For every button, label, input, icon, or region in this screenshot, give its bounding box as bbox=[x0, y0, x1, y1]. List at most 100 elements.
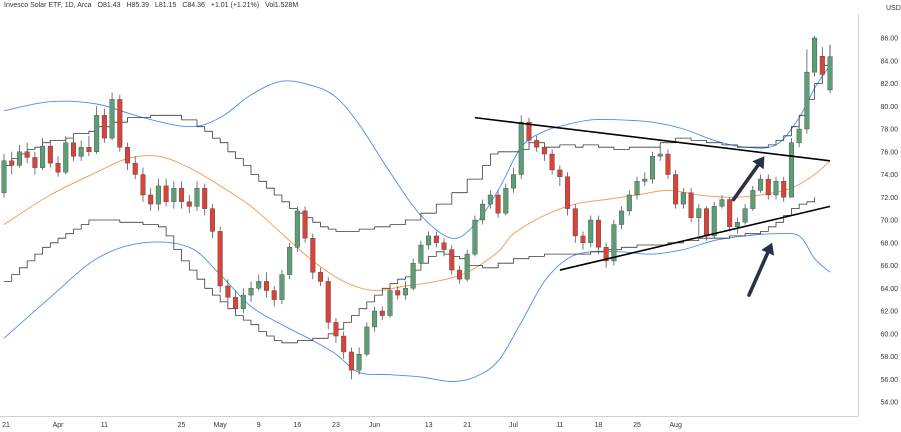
candle-up[interactable] bbox=[40, 138, 46, 170]
candle-down[interactable] bbox=[70, 138, 76, 161]
candle-down[interactable] bbox=[202, 183, 208, 216]
candle-down[interactable] bbox=[302, 206, 308, 243]
candle-up[interactable] bbox=[410, 258, 416, 291]
candle-up[interactable] bbox=[256, 274, 262, 291]
candle-up[interactable] bbox=[171, 181, 177, 209]
candle-down[interactable] bbox=[379, 306, 385, 321]
candle-up[interactable] bbox=[619, 206, 625, 230]
candle-up[interactable] bbox=[472, 215, 478, 257]
candle-up[interactable] bbox=[796, 119, 802, 148]
candle-up[interactable] bbox=[642, 172, 648, 186]
candle-down[interactable] bbox=[441, 238, 447, 257]
candle-down[interactable] bbox=[86, 135, 92, 157]
candle-down[interactable] bbox=[217, 226, 223, 293]
candle-down[interactable] bbox=[55, 156, 61, 177]
instrument-name[interactable]: Invesco Solar ETF, 1D, Arca bbox=[4, 2, 92, 9]
candle-up[interactable] bbox=[827, 44, 833, 94]
candle-up[interactable] bbox=[611, 220, 617, 266]
candle-down[interactable] bbox=[325, 276, 331, 330]
candle-up[interactable] bbox=[680, 188, 686, 209]
candle-up[interactable] bbox=[487, 190, 493, 209]
candle-up[interactable] bbox=[511, 167, 517, 193]
candle-down[interactable] bbox=[495, 190, 501, 218]
candle-up[interactable] bbox=[94, 106, 100, 155]
price-axis[interactable]: 86.00 84.00 82.00 80.00 78.00 76.00 74.00 72.00… bbox=[880, 36, 898, 407]
candle-down[interactable] bbox=[449, 245, 455, 275]
candle-down[interactable] bbox=[117, 94, 123, 152]
candle-down[interactable] bbox=[456, 265, 462, 284]
candle-down[interactable] bbox=[557, 165, 563, 186]
candle-down[interactable] bbox=[310, 233, 316, 280]
candle-down[interactable] bbox=[395, 285, 401, 300]
candle-down[interactable] bbox=[549, 149, 555, 175]
candle-down[interactable] bbox=[341, 331, 347, 359]
candle-up[interactable] bbox=[426, 231, 432, 250]
candle-down[interactable] bbox=[179, 181, 185, 209]
candle-up[interactable] bbox=[773, 176, 779, 200]
candle-down[interactable] bbox=[572, 204, 578, 243]
upper-trendline[interactable] bbox=[474, 116, 831, 162]
candle-up[interactable] bbox=[240, 288, 246, 314]
candle-down[interactable] bbox=[333, 317, 339, 343]
arrow-annotation-lower[interactable] bbox=[747, 242, 775, 297]
candle-up[interactable] bbox=[657, 147, 663, 161]
candle-up[interactable] bbox=[711, 201, 717, 239]
candle-down[interactable] bbox=[727, 197, 733, 232]
candle-down[interactable] bbox=[526, 117, 532, 145]
candle-down[interactable] bbox=[132, 156, 138, 180]
candle-down[interactable] bbox=[163, 179, 169, 207]
candle-up[interactable] bbox=[364, 322, 370, 357]
candle-down[interactable] bbox=[148, 188, 154, 211]
candle-up[interactable] bbox=[804, 49, 810, 134]
candle-down[interactable] bbox=[47, 140, 53, 168]
arrow-annotation-upper[interactable] bbox=[731, 156, 765, 202]
candle-up[interactable] bbox=[194, 181, 200, 211]
lower-trendline[interactable] bbox=[559, 205, 831, 271]
candle-up[interactable] bbox=[626, 190, 632, 216]
candle-down[interactable] bbox=[433, 231, 439, 248]
candle-down[interactable] bbox=[819, 47, 825, 84]
candle-up[interactable] bbox=[372, 306, 378, 332]
candle-down[interactable] bbox=[32, 151, 38, 175]
candle-down[interactable] bbox=[665, 149, 671, 180]
candle-down[interactable] bbox=[318, 267, 324, 286]
candle-down[interactable] bbox=[225, 279, 231, 305]
candle-down[interactable] bbox=[781, 176, 787, 202]
candle-up[interactable] bbox=[734, 217, 740, 234]
candle-up[interactable] bbox=[63, 135, 69, 175]
candle-down[interactable] bbox=[595, 215, 601, 255]
candle-up[interactable] bbox=[356, 347, 362, 375]
candle-down[interactable] bbox=[534, 135, 540, 152]
candle-up[interactable] bbox=[294, 206, 300, 252]
candle-down[interactable] bbox=[263, 272, 269, 298]
candle-down[interactable] bbox=[125, 142, 131, 170]
candle-up[interactable] bbox=[248, 281, 254, 302]
candle-up[interactable] bbox=[758, 174, 764, 193]
candle-down[interactable] bbox=[765, 174, 771, 200]
candle-down[interactable] bbox=[603, 242, 609, 268]
candle-up[interactable] bbox=[155, 179, 161, 211]
candle-up[interactable] bbox=[279, 270, 285, 305]
candle-up[interactable] bbox=[518, 115, 524, 180]
candle-down[interactable] bbox=[101, 108, 107, 143]
candle-up[interactable] bbox=[503, 183, 509, 216]
candle-up[interactable] bbox=[402, 281, 408, 300]
candle-down[interactable] bbox=[140, 167, 146, 202]
candle-down[interactable] bbox=[186, 194, 192, 214]
candle-up[interactable] bbox=[788, 138, 794, 198]
candle-down[interactable] bbox=[541, 142, 547, 161]
candle-down[interactable] bbox=[348, 347, 354, 380]
candle-down[interactable] bbox=[209, 204, 215, 239]
candle-down[interactable] bbox=[580, 231, 586, 250]
candle-up[interactable] bbox=[750, 185, 756, 211]
candle-up[interactable] bbox=[78, 140, 84, 161]
candle-down[interactable] bbox=[9, 151, 15, 175]
candle-up[interactable] bbox=[387, 285, 393, 318]
candle-down[interactable] bbox=[271, 285, 277, 307]
candle-up[interactable] bbox=[418, 240, 424, 268]
candle-up[interactable] bbox=[480, 199, 486, 225]
candle-down[interactable] bbox=[24, 142, 30, 164]
candle-up[interactable] bbox=[287, 242, 293, 280]
candle-up[interactable] bbox=[634, 176, 640, 200]
candle-up[interactable] bbox=[696, 204, 702, 236]
